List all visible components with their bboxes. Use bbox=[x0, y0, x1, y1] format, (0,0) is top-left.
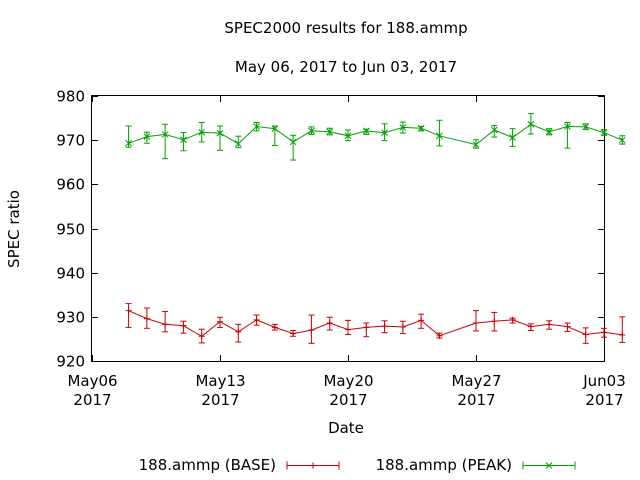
data-point bbox=[564, 123, 571, 130]
data-point bbox=[143, 133, 151, 140]
data-point bbox=[161, 131, 169, 138]
data-point bbox=[344, 132, 352, 140]
data-point bbox=[472, 141, 480, 148]
data-point bbox=[345, 326, 351, 333]
plot-frame bbox=[91, 95, 605, 362]
x-tick-label-date: May20 bbox=[323, 372, 373, 390]
data-point bbox=[308, 327, 315, 334]
y-tick-label: 950 bbox=[56, 221, 85, 239]
chart-subtitle: May 06, 2017 to Jun 03, 2017 bbox=[235, 58, 457, 76]
data-point bbox=[509, 316, 516, 323]
x-tick-label-date: May06 bbox=[67, 372, 117, 390]
y-axis: 920 930 940 950 960 970 980 bbox=[56, 88, 604, 371]
x-tick-label-year: 2017 bbox=[457, 391, 495, 409]
data-point bbox=[234, 140, 242, 148]
data-point bbox=[253, 123, 260, 130]
x-tick-label-date: May27 bbox=[451, 372, 501, 390]
x-axis: May062017May132017May202017May272017Jun0… bbox=[67, 96, 626, 409]
data-point bbox=[362, 127, 370, 135]
legend-marker bbox=[545, 462, 553, 469]
data-point bbox=[363, 324, 370, 331]
x-tick-label-year: 2017 bbox=[73, 391, 111, 409]
data-point bbox=[527, 323, 534, 330]
data-point bbox=[417, 124, 425, 132]
data-point bbox=[491, 318, 498, 325]
data-point bbox=[381, 129, 388, 137]
data-point bbox=[162, 321, 169, 328]
data-point bbox=[235, 328, 242, 335]
data-point bbox=[527, 120, 535, 128]
y-tick-label: 980 bbox=[56, 88, 85, 106]
data-point bbox=[490, 126, 498, 134]
data-point bbox=[381, 323, 388, 330]
x-tick-label-date: May13 bbox=[195, 372, 245, 390]
series-line bbox=[128, 310, 623, 337]
data-point bbox=[619, 331, 626, 338]
data-point bbox=[308, 127, 315, 135]
data-point bbox=[546, 321, 553, 328]
series-base bbox=[125, 303, 626, 344]
data-point bbox=[564, 323, 571, 330]
data-point bbox=[473, 320, 479, 327]
legend-sample-peak bbox=[522, 461, 576, 470]
series-peak bbox=[125, 113, 626, 161]
x-tick-label-year: 2017 bbox=[585, 391, 623, 409]
legend-label-base: 188.ammp (BASE) bbox=[139, 456, 276, 474]
legend-sample-base bbox=[286, 461, 340, 470]
data-point bbox=[582, 331, 589, 338]
data-point bbox=[399, 124, 407, 131]
y-tick-label: 920 bbox=[56, 353, 85, 371]
data-point bbox=[509, 134, 516, 141]
data-point bbox=[216, 129, 224, 137]
data-point bbox=[545, 128, 553, 136]
data-point bbox=[618, 136, 626, 144]
data-point bbox=[436, 332, 443, 339]
data-point bbox=[582, 123, 590, 131]
y-tick-label: 970 bbox=[56, 132, 85, 150]
x-tick-label-year: 2017 bbox=[329, 391, 367, 409]
x-tick-label-date: Jun03 bbox=[582, 372, 626, 390]
data-point bbox=[289, 138, 297, 146]
legend-label-peak: 188.ammp (PEAK) bbox=[376, 456, 512, 474]
data-point bbox=[290, 330, 297, 337]
data-point bbox=[253, 316, 260, 323]
data-point bbox=[399, 323, 406, 330]
legend-marker bbox=[310, 462, 316, 469]
data-point bbox=[271, 324, 278, 331]
data-point bbox=[125, 139, 132, 147]
chart-title: SPEC2000 results for 188.ammp bbox=[224, 19, 467, 37]
data-point bbox=[418, 317, 425, 324]
data-point bbox=[125, 307, 132, 314]
data-point bbox=[326, 320, 333, 327]
y-axis-label: SPEC ratio bbox=[5, 190, 23, 268]
data-point bbox=[180, 136, 187, 144]
y-tick-label: 960 bbox=[56, 176, 85, 194]
y-tick-label: 930 bbox=[56, 309, 85, 327]
y-tick-label: 940 bbox=[56, 265, 85, 283]
data-point bbox=[198, 333, 205, 340]
data-point bbox=[180, 322, 187, 329]
data-point bbox=[143, 315, 150, 322]
data-point bbox=[271, 125, 279, 133]
data-point bbox=[326, 128, 334, 136]
legend: 188.ammp (BASE) 188.ammp (PEAK) bbox=[139, 456, 576, 474]
data-point bbox=[600, 129, 608, 137]
data-point bbox=[436, 132, 443, 140]
data-point bbox=[217, 318, 223, 325]
series-layer bbox=[125, 113, 626, 344]
x-tick-label-year: 2017 bbox=[201, 391, 239, 409]
data-point bbox=[198, 128, 206, 136]
x-axis-label: Date bbox=[328, 419, 364, 437]
data-point bbox=[601, 329, 607, 336]
